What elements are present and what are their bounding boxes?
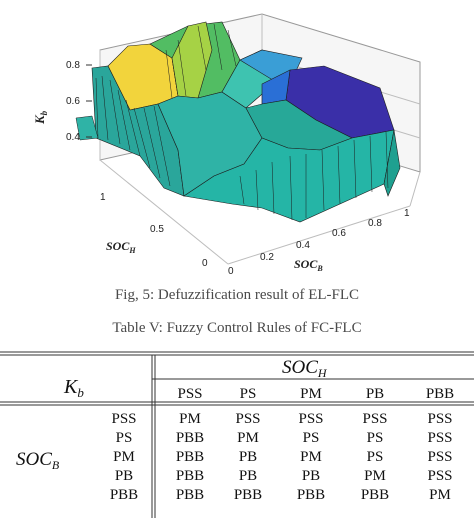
table-cell: PM — [237, 430, 259, 446]
table-cell: PBB — [297, 487, 325, 503]
table-cell: PS — [367, 449, 384, 465]
z-tick-label: 0.6 — [66, 96, 80, 107]
table-cell: PM — [364, 468, 386, 484]
row-labels: PSS PS PM PB PBB — [110, 411, 138, 503]
h-axis-label: SOCH — [106, 239, 136, 255]
table-rules — [0, 351, 474, 518]
table-cell: PB — [239, 468, 257, 484]
b-tick-label: 1 — [404, 208, 410, 219]
row-label: PSS — [111, 411, 136, 427]
row-label: PM — [113, 449, 135, 465]
column-header: PBB — [426, 386, 454, 402]
column-headers: PSS PS PM PB PBB — [177, 386, 454, 402]
b-tick-label: 0.8 — [368, 218, 382, 229]
table-cell: PBB — [176, 468, 204, 484]
table-cell: PSS — [427, 449, 452, 465]
figure-caption: Fig, 5: Defuzzification result of EL-FLC — [114, 287, 360, 303]
b-axis-label: SOCB — [294, 257, 323, 273]
h-tick-label: 1 — [100, 192, 106, 203]
column-header: PB — [366, 386, 384, 402]
surface-gridlines — [95, 23, 389, 221]
column-header: PM — [300, 386, 322, 402]
table-cell: PSS — [235, 411, 260, 427]
table-cell: PBB — [176, 487, 204, 503]
b-tick-label: 0.4 — [296, 240, 310, 251]
table-cell: PBB — [176, 430, 204, 446]
table-cell: PBB — [176, 449, 204, 465]
z-axis: 0.8 0.6 0.4 — [66, 60, 92, 143]
svg-text:Kb: Kb — [32, 110, 49, 125]
table-cell: PM — [179, 411, 201, 427]
table-cell: PSS — [427, 430, 452, 446]
b-tick-label: 0.2 — [260, 252, 274, 263]
surface-plot: 0.8 0.6 0.4 Kb 1 0.5 0 SOCH 0 0.2 0.4 0.… — [32, 13, 421, 277]
b-tick-label: 0.6 — [332, 228, 346, 239]
column-header: PS — [240, 386, 257, 402]
table-cell: PSS — [298, 411, 323, 427]
row-group-label: SOCB — [16, 449, 60, 472]
corner-label: Kb — [63, 376, 84, 400]
h-tick-label: 0.5 — [150, 224, 164, 235]
table-cell: PBB — [361, 487, 389, 503]
surface-left-shelf — [75, 115, 99, 141]
table-cell: PSS — [427, 468, 452, 484]
table-caption: Table V: Fuzzy Control Rules of FC-FLC — [112, 320, 362, 336]
z-tick-label: 0.8 — [66, 60, 80, 71]
surface-mesh — [91, 21, 401, 223]
table-cells: PM PSS PSS PSS PSS PBB PM PS PS PSS PBB PB PM PS PSS PB… — [176, 411, 453, 503]
row-label: PBB — [110, 487, 138, 503]
b-tick-label: 0 — [228, 266, 234, 277]
table-cell: PS — [367, 430, 384, 446]
h-axis: 1 0.5 0 — [100, 192, 208, 269]
table-cell: PSS — [362, 411, 387, 427]
fuzzy-rules-table: Kb SOCH SOCB PSS PS PM PB PBB PSS PS PM PB PBB P… — [0, 351, 474, 518]
surface-front-wall — [183, 129, 395, 223]
table-cell: PB — [302, 468, 320, 484]
table-cell: PBB — [234, 487, 262, 503]
column-group-label: SOCH — [282, 357, 328, 380]
row-label: PB — [115, 468, 133, 484]
h-tick-label: 0 — [202, 258, 208, 269]
table-cell: PSS — [427, 411, 452, 427]
z-axis-label: Kb — [32, 110, 49, 125]
b-axis: 0 0.2 0.4 0.6 0.8 1 — [228, 208, 410, 277]
table-cell: PB — [239, 449, 257, 465]
table-cell: PM — [429, 487, 451, 503]
row-label: PS — [116, 430, 133, 446]
z-tick-label: 0.4 — [66, 132, 80, 143]
table-cell: PM — [300, 449, 322, 465]
table-cell: PS — [303, 430, 320, 446]
column-header: PSS — [177, 386, 202, 402]
